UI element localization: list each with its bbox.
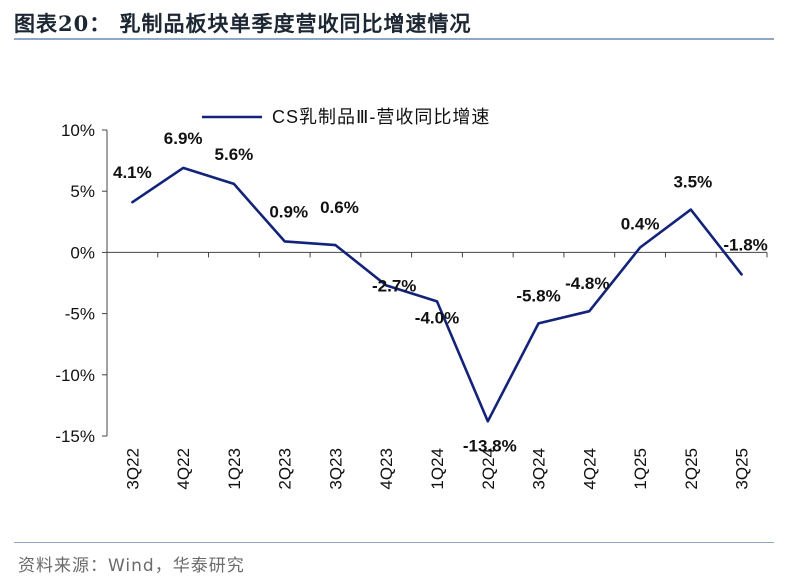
y-tick-label: -15%: [55, 427, 95, 446]
y-axis: 10% 5% 0% -5% -10% -15%: [55, 121, 108, 446]
x-tick-label: 3Q24: [530, 448, 549, 490]
x-axis: 3Q22 4Q22 1Q23 2Q23 3Q23 4Q23 1Q24 2Q24 3Q24 4Q24…: [106, 251, 768, 490]
x-tick-label: 1Q23: [225, 448, 244, 490]
x-tick-label: 4Q23: [377, 448, 396, 490]
x-tick-label: 1Q25: [631, 448, 650, 490]
legend-label: CS乳制品Ⅲ-营收同比增速: [272, 107, 490, 127]
title-divider: [14, 38, 774, 40]
y-tick-label: 0%: [70, 243, 95, 262]
x-tick-label: 3Q22: [123, 448, 142, 490]
legend: CS乳制品Ⅲ-营收同比增速: [202, 107, 490, 127]
x-tick-label: 1Q24: [428, 448, 447, 490]
data-label: -2.7%: [372, 276, 416, 295]
data-label: 0.4%: [621, 215, 660, 234]
source-note: 资料来源：Wind，华泰研究: [18, 556, 245, 576]
x-tick-label: 3Q25: [733, 448, 752, 490]
y-tick-label: -5%: [65, 305, 95, 324]
data-label: 4.1%: [113, 163, 152, 182]
data-label: -1.8%: [723, 235, 767, 254]
data-label: -4.0%: [415, 308, 459, 327]
data-label: -5.8%: [516, 286, 560, 305]
x-tick-label: 2Q23: [276, 448, 295, 490]
footer-divider: [14, 542, 774, 543]
x-tick-label: 4Q24: [580, 448, 599, 490]
data-label: -13.8%: [463, 436, 517, 455]
series-line: [131, 166, 743, 423]
x-tick-label: 4Q22: [174, 448, 193, 490]
x-tick-label: 2Q25: [682, 448, 701, 490]
series-group: [131, 166, 743, 423]
data-label: 0.6%: [320, 198, 359, 217]
y-tick-label: -10%: [55, 366, 95, 385]
data-label: 6.9%: [164, 129, 203, 148]
x-tick-label: 3Q23: [326, 448, 345, 490]
figure-title: 图表20： 乳制品板块单季度营收同比增速情况: [14, 11, 472, 36]
line-chart: 10%5%0%-5%-10%-15% 3Q22 4Q22 1Q23 2Q23 3Q23 4…: [55, 107, 768, 490]
data-label: 5.6%: [215, 145, 254, 164]
y-tick-label: 10%: [61, 121, 95, 140]
data-label: 3.5%: [673, 173, 712, 192]
data-labels: 4.1% 6.9% 5.6% 0.9% 0.6% -2.7% -4.0% -13.8% -5.8…: [113, 129, 768, 455]
data-label: -4.8%: [565, 274, 609, 293]
x-tick-label: 2Q24: [479, 448, 498, 490]
data-label: 0.9%: [269, 202, 308, 221]
y-tick-label: 5%: [70, 182, 95, 201]
